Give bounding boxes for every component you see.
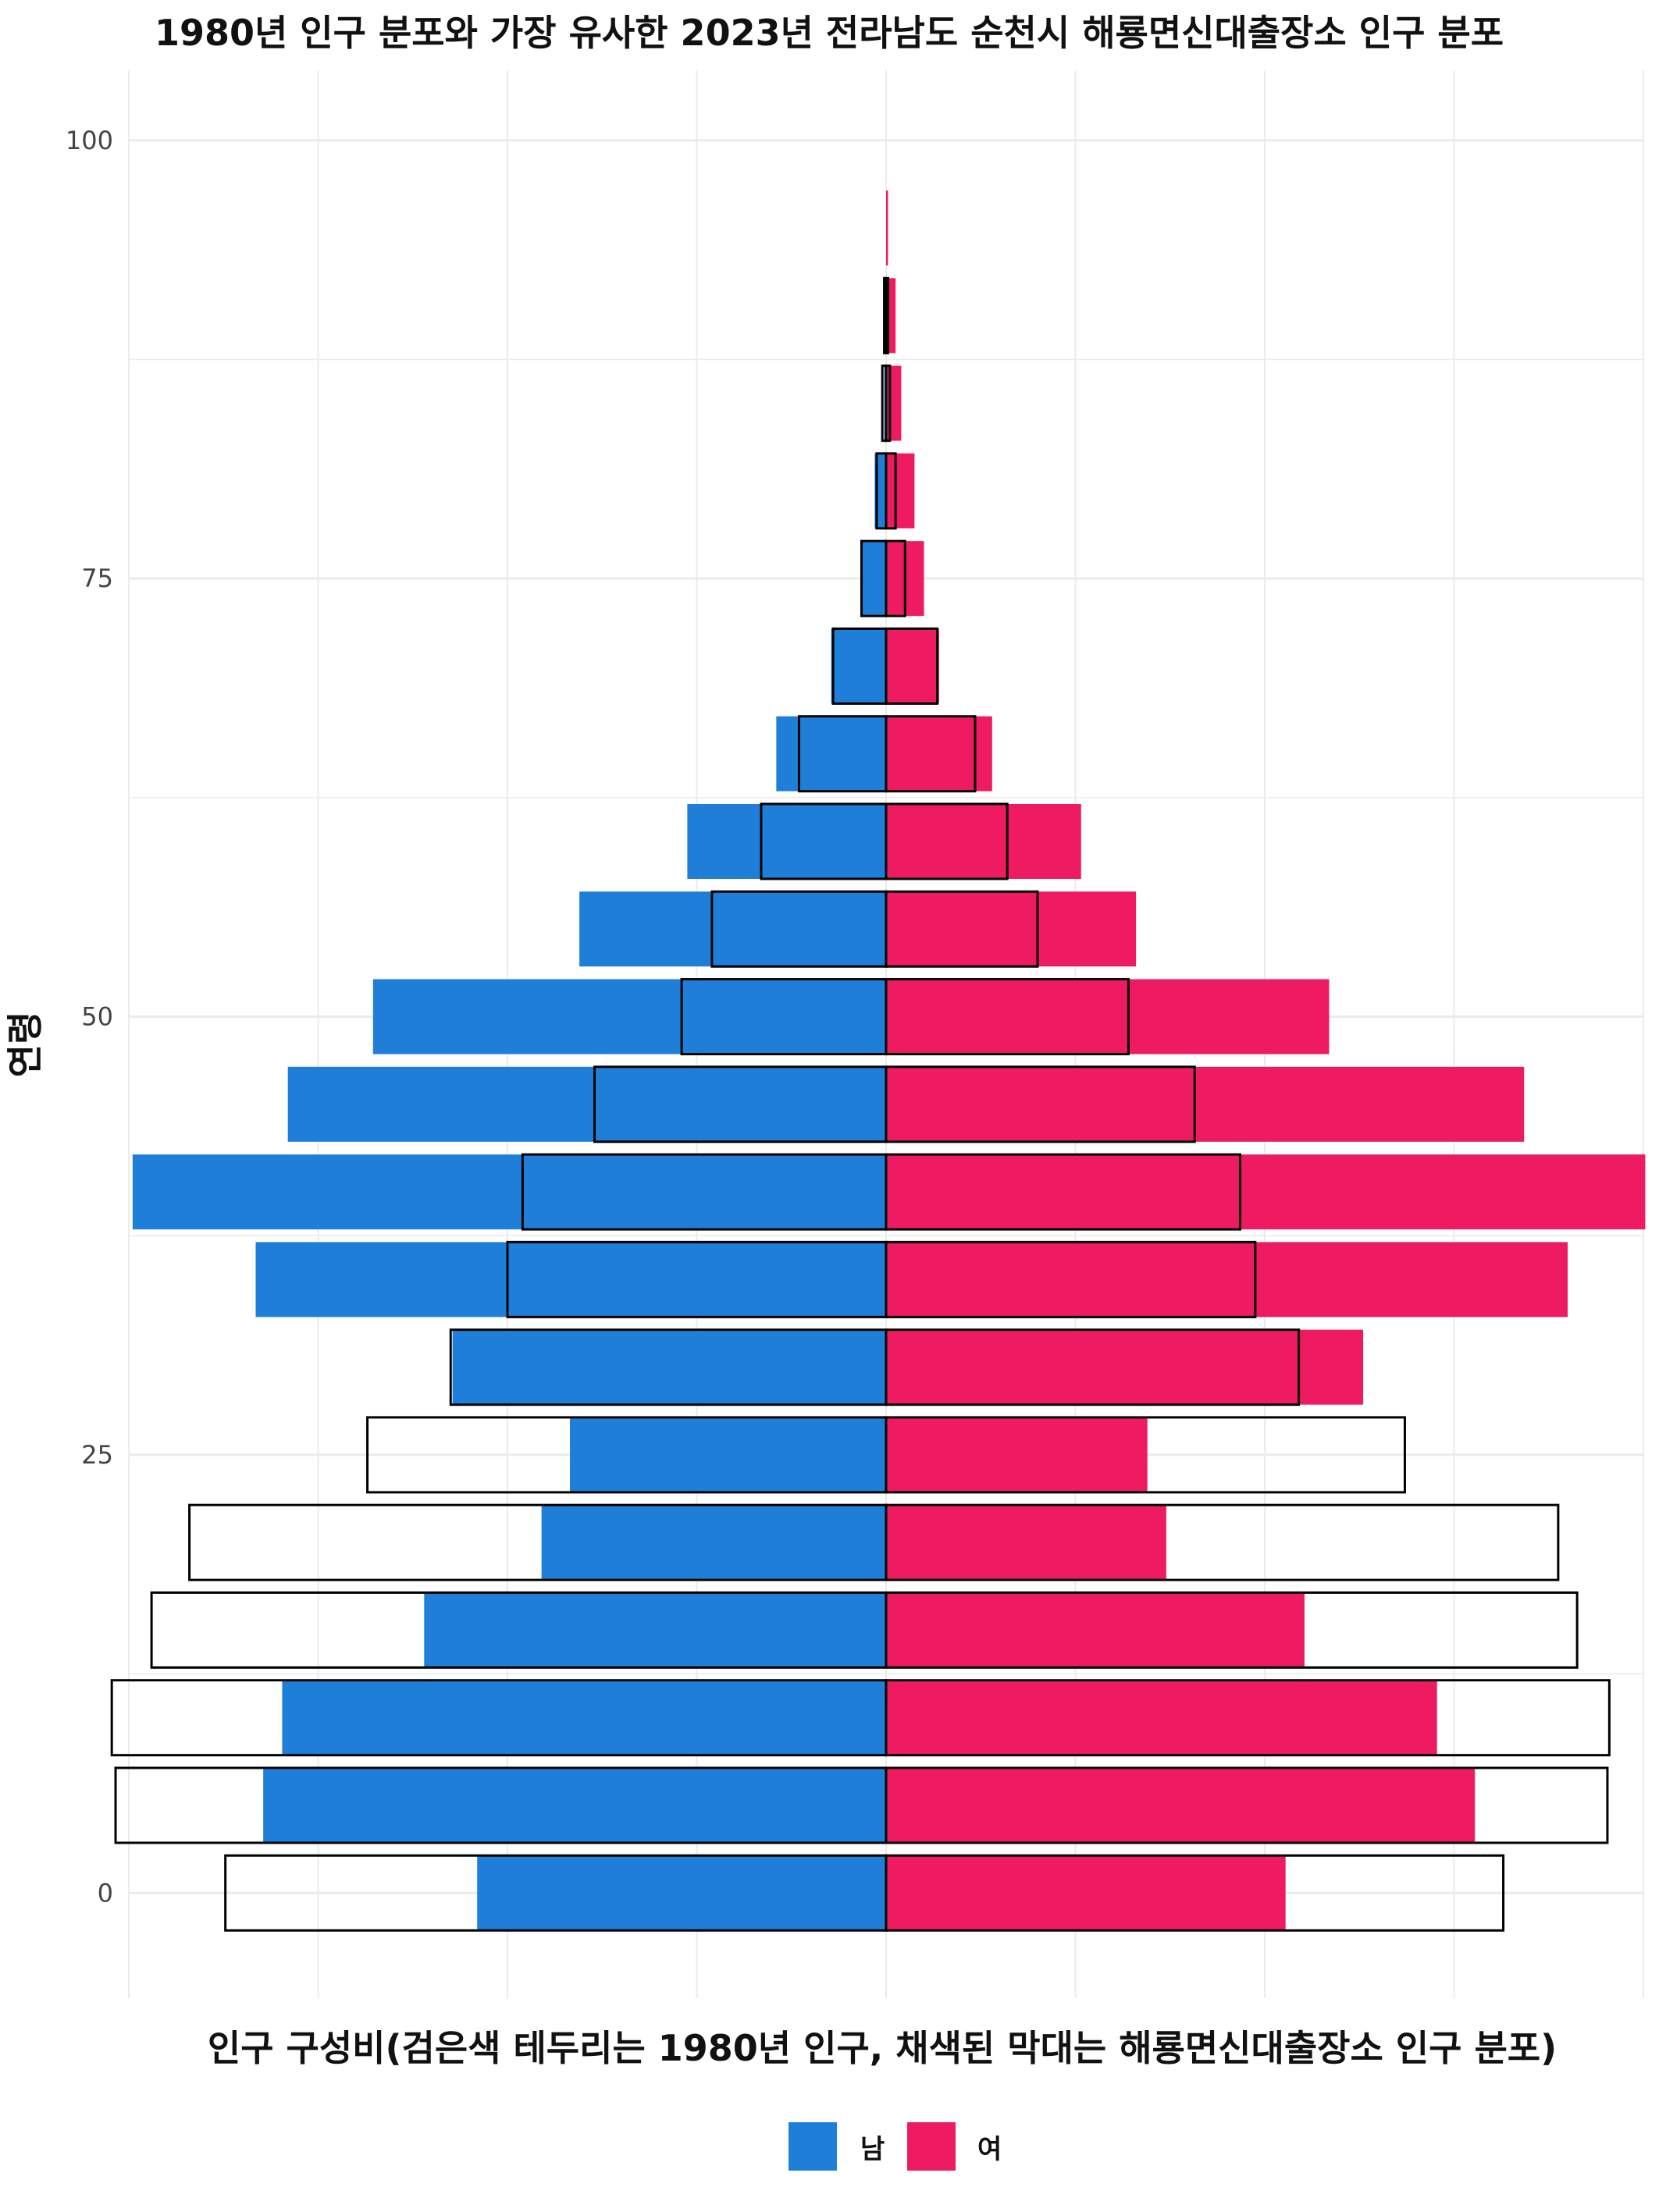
- bar-female-1980-outline: [885, 1416, 1406, 1494]
- bar-female-1980-outline: [885, 1153, 1241, 1231]
- legend-label-male: 남: [860, 2134, 885, 2165]
- bar-female-2023: [886, 1505, 1166, 1581]
- x-axis-label: 인구 구성비(검은색 테두리는 1980년 인구, 채색된 막대는 해룡면신대출…: [208, 2027, 1557, 2069]
- bar-male-2023: [255, 1242, 887, 1318]
- bar-male-2023: [132, 1154, 887, 1230]
- legend: 남 여: [789, 2122, 1002, 2171]
- bar-female-2023: [886, 1855, 1286, 1931]
- legend-swatch-male: [789, 2122, 837, 2171]
- bar-male-2023: [282, 1680, 886, 1755]
- bar-female-2023: [886, 628, 939, 704]
- bar-male-2023: [372, 979, 886, 1054]
- y-axis-ticks: 0 25 50 75 100: [66, 126, 113, 1908]
- y-tick-label: 25: [81, 1440, 113, 1470]
- bar-male-2023: [687, 804, 886, 879]
- bar-female-2023: [886, 979, 1330, 1054]
- bar-female-1980-outline: [885, 1766, 1609, 1844]
- bar-male-2023: [579, 891, 886, 967]
- bar-female-2023: [886, 804, 1081, 879]
- bar-female-2023: [886, 1417, 1148, 1492]
- bar-male-2023: [541, 1505, 886, 1581]
- bar-male-2023: [263, 1768, 886, 1843]
- legend-swatch-female: [907, 2122, 956, 2171]
- bar-female-1980-outline: [885, 1065, 1196, 1143]
- bar-female-2023: [886, 1242, 1568, 1318]
- bar-female-1980-outline: [885, 627, 938, 705]
- bar-female-1980-outline: [885, 1503, 1560, 1581]
- bar-female-1980-outline: [885, 890, 1039, 968]
- bars: [110, 190, 1646, 1932]
- bar-male-2023: [477, 1855, 886, 1931]
- bar-female-1980-outline: [885, 715, 977, 793]
- bar-female-1980-outline: [885, 802, 1009, 880]
- bar-female-2023: [886, 1592, 1305, 1668]
- bar-female-1980-outline: [885, 1240, 1257, 1318]
- bar-female-2023: [886, 1768, 1476, 1843]
- y-tick-label: 50: [81, 1002, 113, 1032]
- y-tick-label: 100: [66, 126, 113, 155]
- bar-male-2023: [424, 1592, 886, 1668]
- bar-female-1980-outline: [885, 365, 892, 443]
- bar-female-2023: [886, 1066, 1525, 1142]
- bar-male-2023: [570, 1417, 886, 1492]
- bar-male-2023: [831, 628, 886, 704]
- bar-female-2023: [886, 365, 902, 441]
- chart-title: 1980년 인구 분포와 가장 유사한 2023년 전라남도 순천시 해룡면신대…: [155, 12, 1504, 54]
- bar-female-1980-outline: [885, 452, 897, 530]
- bar-female-2023: [886, 1680, 1437, 1755]
- y-tick-label: 0: [98, 1878, 113, 1908]
- bar-male-2023: [861, 541, 886, 617]
- bar-male-2023: [287, 1066, 886, 1142]
- bar-female-2023: [886, 891, 1137, 967]
- bar-male-2023: [776, 716, 886, 791]
- bar-female-1980-outline: [885, 1591, 1579, 1669]
- bar-female-1980-outline: [885, 1854, 1505, 1932]
- bar-female-2023: [886, 1329, 1364, 1405]
- bar-female-2023: [886, 190, 888, 266]
- bar-female-1980-outline: [885, 539, 906, 617]
- bar-female-1980-outline: [885, 1679, 1611, 1757]
- bar-male-2023: [452, 1329, 886, 1405]
- bar-female-1980-outline: [885, 1328, 1301, 1407]
- legend-label-female: 여: [977, 2134, 1002, 2165]
- bar-female-2023: [886, 1154, 1646, 1230]
- bar-female-2023: [886, 453, 915, 528]
- y-axis-label: 연령: [4, 1012, 46, 1078]
- y-tick-label: 75: [81, 564, 113, 593]
- bar-female-1980-outline: [885, 978, 1130, 1056]
- bar-female-1980-outline: [885, 276, 889, 354]
